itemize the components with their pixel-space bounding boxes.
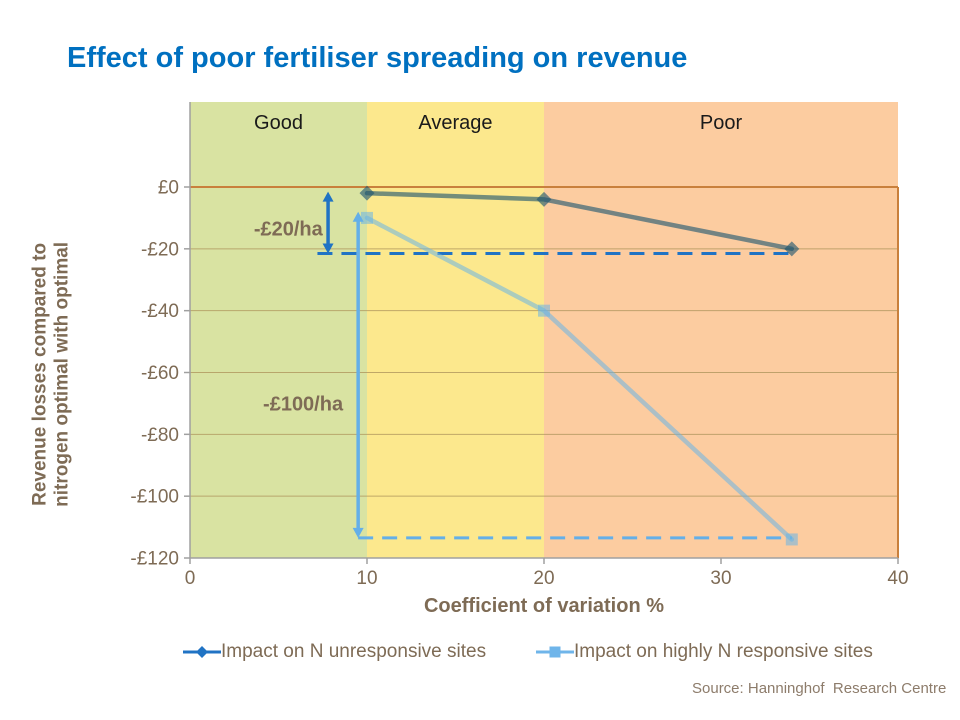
zone-average xyxy=(367,102,544,558)
zone-good xyxy=(190,102,367,558)
series-0-marker xyxy=(536,191,552,207)
legend-label-responsive: Impact on highly N responsive sites xyxy=(574,641,873,662)
annotation-arrowhead-up-1 xyxy=(352,211,364,222)
y-tick-label: -£100 xyxy=(130,487,179,508)
annotation-arrowhead-down-1 xyxy=(352,527,364,538)
legend-diamond xyxy=(196,646,208,658)
legend-marker-diamond-icon xyxy=(183,646,221,658)
y-tick-label: £0 xyxy=(158,178,179,199)
y-axis-title-line2: nitrogen optimal with optimal xyxy=(52,241,73,507)
legend-item-unresponsive: Impact on N unresponsive sites xyxy=(183,641,486,663)
annotation-label-1: -£100/ha xyxy=(263,393,344,415)
legend-marker-square-icon xyxy=(536,646,574,658)
annotation-label-0: -£20/ha xyxy=(254,218,324,240)
y-tick-label: -£80 xyxy=(141,425,179,446)
source-note: Source: Hanninghof Research Centre xyxy=(692,680,947,697)
series-0-marker xyxy=(359,185,375,201)
y-tick-label: -£40 xyxy=(141,301,179,322)
legend-square xyxy=(549,646,561,658)
series-0-marker xyxy=(784,241,800,257)
y-tick-label: -£20 xyxy=(141,239,179,260)
zone-label-poor: Poor xyxy=(700,112,743,134)
x-axis-title: Coefficient of variation % xyxy=(424,595,664,617)
x-tick-label: 30 xyxy=(710,568,731,589)
x-tick-label: 10 xyxy=(356,568,377,589)
annotation-arrowhead-down-0 xyxy=(322,243,334,254)
x-tick-label: 0 xyxy=(185,568,196,589)
chart-title: Effect of poor fertiliser spreading on r… xyxy=(67,42,688,74)
zone-label-average: Average xyxy=(418,112,492,134)
series-1-marker xyxy=(785,533,798,546)
legend-label-unresponsive: Impact on N unresponsive sites xyxy=(221,641,487,662)
y-tick-label: -£60 xyxy=(141,363,179,384)
chart-plot-area: Good Average Poor £0 -£20 -£40 -£60 -£80 -£100 -£… xyxy=(130,102,909,617)
zone-poor xyxy=(544,102,898,558)
x-tick-label: 20 xyxy=(533,568,554,589)
y-tick-label: -£120 xyxy=(130,549,179,570)
x-tick-label: 40 xyxy=(887,568,908,589)
annotation-arrowhead-up-0 xyxy=(322,191,334,202)
series-1-marker xyxy=(538,304,550,317)
zone-label-good: Good xyxy=(254,112,303,134)
legend-item-responsive: Impact on highly N responsive sites xyxy=(536,641,873,663)
y-axis-title: Revenue losses compared to nitrogen opti… xyxy=(30,194,75,554)
series-1-marker xyxy=(361,211,373,224)
y-axis-title-line1: Revenue losses compared to xyxy=(29,242,51,506)
